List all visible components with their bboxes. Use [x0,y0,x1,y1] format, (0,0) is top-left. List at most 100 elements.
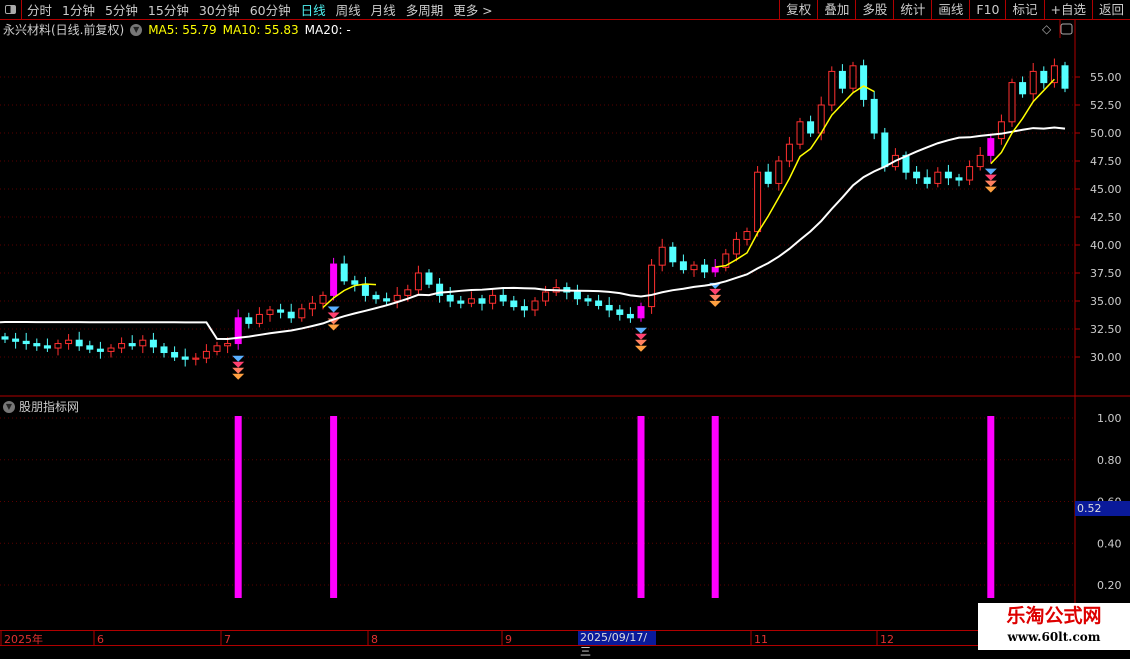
period-tab[interactable]: 15分钟 [147,3,189,18]
candle-body [96,348,104,352]
period-tab[interactable]: 5分钟 [104,3,138,18]
candle-body [1,336,9,340]
candle-body [849,65,857,89]
candle-body [319,294,327,304]
candle-body [446,294,454,302]
toolbar-button[interactable]: 返回 [1091,0,1130,19]
period-tab[interactable]: 1分钟 [62,3,95,18]
candle-body [637,306,645,319]
watermark-logo: 乐淘公式网 www.60lt.com [978,603,1130,650]
candle-body [690,264,698,271]
signal-bar [330,416,338,598]
candle-body [860,65,868,100]
candle-body [499,294,507,302]
candle-body [340,263,348,282]
period-tab[interactable]: 更多 > [453,3,493,18]
price-tick-label: 32.50 [1090,323,1122,336]
candle-body [775,160,783,184]
candle-body [202,350,210,359]
candle-body [213,345,221,352]
price-tick-label: 50.00 [1090,127,1122,140]
candle-body [107,347,115,352]
candle-body [12,338,20,342]
candle-body [54,343,62,349]
signal-gem-icon [232,361,245,368]
candle-body [234,317,242,345]
candle-body [828,70,836,106]
ma10-value: MA10: 55.83 [222,22,299,37]
candle-body [149,339,157,348]
toolbar-button[interactable]: 复权 [779,0,817,19]
toolbar-button[interactable]: +自选 [1043,0,1092,19]
info-bar: 永兴材料(日线.前复权) ▼ MA5: 55.79 MA10: 55.83 MA… [3,21,351,38]
period-tab[interactable]: 分时 [27,3,53,18]
toolbar-button[interactable]: 多股 [855,0,893,19]
candle-body [171,352,179,358]
candle-body [277,309,285,313]
ma-short-line [990,78,1055,165]
layout-toggle-icon[interactable] [0,0,22,19]
price-tick-label: 47.50 [1090,155,1122,168]
candle-body [467,298,475,304]
candle-body [478,298,486,304]
signal-gem-icon [635,345,647,352]
signal-gem-icon [635,327,647,334]
candle-body [393,294,401,302]
candle-body [648,264,656,308]
candle-body [658,246,666,266]
candle-body [33,343,41,347]
period-tab[interactable]: 日线 [300,3,326,18]
cursor-date: 2025/09/17/三 [578,631,656,658]
time-label: 6 [97,633,104,646]
layout-icon [1060,23,1073,35]
time-label: 9 [505,633,512,646]
signal-gem-icon [327,312,340,319]
period-tab[interactable]: 多周期 [405,3,444,18]
period-tab[interactable]: 周线 [335,3,361,18]
time-axis [0,630,1075,646]
signal-bar [637,416,645,598]
indicator-tick-label: 1.00 [1097,412,1122,425]
toolbar-button[interactable]: 标记 [1005,0,1043,19]
candle-body [1008,82,1016,123]
toolbar-button[interactable]: 画线 [931,0,969,19]
period-tab[interactable]: 60分钟 [249,3,291,18]
candle-body [605,304,613,311]
price-tick-label: 37.50 [1090,267,1122,280]
ma-short-line [715,85,875,268]
candle-body [22,340,30,345]
candle-body [807,121,815,134]
chevron-down-icon[interactable]: ▼ [3,400,15,413]
price-tick-label: 35.00 [1090,295,1122,308]
indicator-title: 股朋指标网 [19,400,80,414]
toolbar-button[interactable]: F10 [969,0,1005,19]
toolbar-button[interactable]: 叠加 [817,0,855,19]
price-tick-label: 52.50 [1090,99,1122,112]
signal-gem-icon [709,300,722,307]
candle-body [584,298,592,302]
candle-body [796,121,804,145]
candle-body [372,294,380,300]
candle-body [870,98,878,134]
price-tick-label: 45.00 [1090,183,1122,196]
period-tab[interactable]: 30分钟 [198,3,240,18]
candle-body [266,309,274,315]
signal-bar [234,416,242,598]
ma20-value: MA20: - [304,22,351,37]
period-tab[interactable]: 月线 [370,3,396,18]
signal-bar [987,416,995,598]
candle-body [785,143,793,162]
candle-body [1061,65,1069,89]
toolbar-button[interactable]: 统计 [893,0,931,19]
chevron-down-icon[interactable]: ▼ [130,23,143,36]
candle-body [43,345,51,349]
candle-body [722,253,730,268]
candle-body [966,166,974,181]
candle-body [764,171,772,184]
candle-body [298,308,306,319]
candle-body [181,356,189,360]
candle-body [595,300,603,306]
time-label: 2025年 [4,632,43,646]
signal-gem-icon [984,180,997,187]
